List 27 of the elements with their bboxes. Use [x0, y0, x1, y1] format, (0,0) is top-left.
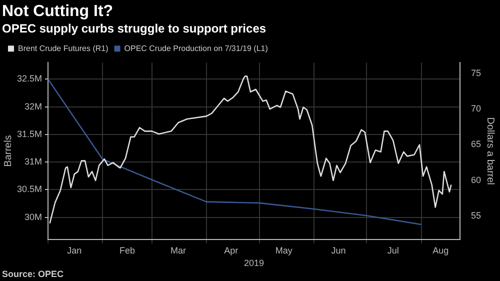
y2-tick-label: 75: [470, 68, 482, 78]
y2-tick-label: 65: [470, 139, 482, 150]
y2-tick-label: 55: [470, 210, 482, 221]
chart-title: Not Cutting It?: [2, 3, 114, 20]
y-tick-label: 30M: [24, 212, 42, 222]
y-tick-label: 32.5M: [17, 74, 42, 84]
x-tick-label: Mar: [170, 245, 186, 256]
y-axis-title: Barrels: [2, 135, 14, 167]
x-tick-label: Jun: [331, 245, 346, 256]
x-tick-label: Jan: [67, 245, 82, 256]
y-tick-label: 32M: [24, 101, 42, 112]
source-note: Source: OPEC: [2, 268, 64, 279]
y-tick-label: 31.5M: [17, 128, 42, 139]
x-tick-label: Aug: [432, 245, 449, 256]
legend-label: OPEC Crude Production on 7/31/19 (L1): [124, 44, 268, 53]
y-tick-label: 30.5M: [17, 184, 42, 194]
y2-tick-label: 70: [470, 104, 482, 114]
x-tick-label: Feb: [119, 245, 135, 256]
x-axis-title: 2019: [244, 258, 264, 268]
y-tick-label: 31M: [24, 156, 42, 167]
chart-subtitle: OPEC supply curbs struggle to support prices: [2, 22, 266, 36]
y2-tick-label: 60: [470, 174, 482, 185]
y2-axis-title: Dollars a barrel: [484, 117, 496, 185]
x-tick-label: Jul: [387, 245, 399, 256]
x-tick-label: Apr: [224, 245, 238, 256]
x-tick-label: May: [275, 245, 293, 256]
legend-label: Brent Crude Futures (R1): [18, 44, 109, 53]
